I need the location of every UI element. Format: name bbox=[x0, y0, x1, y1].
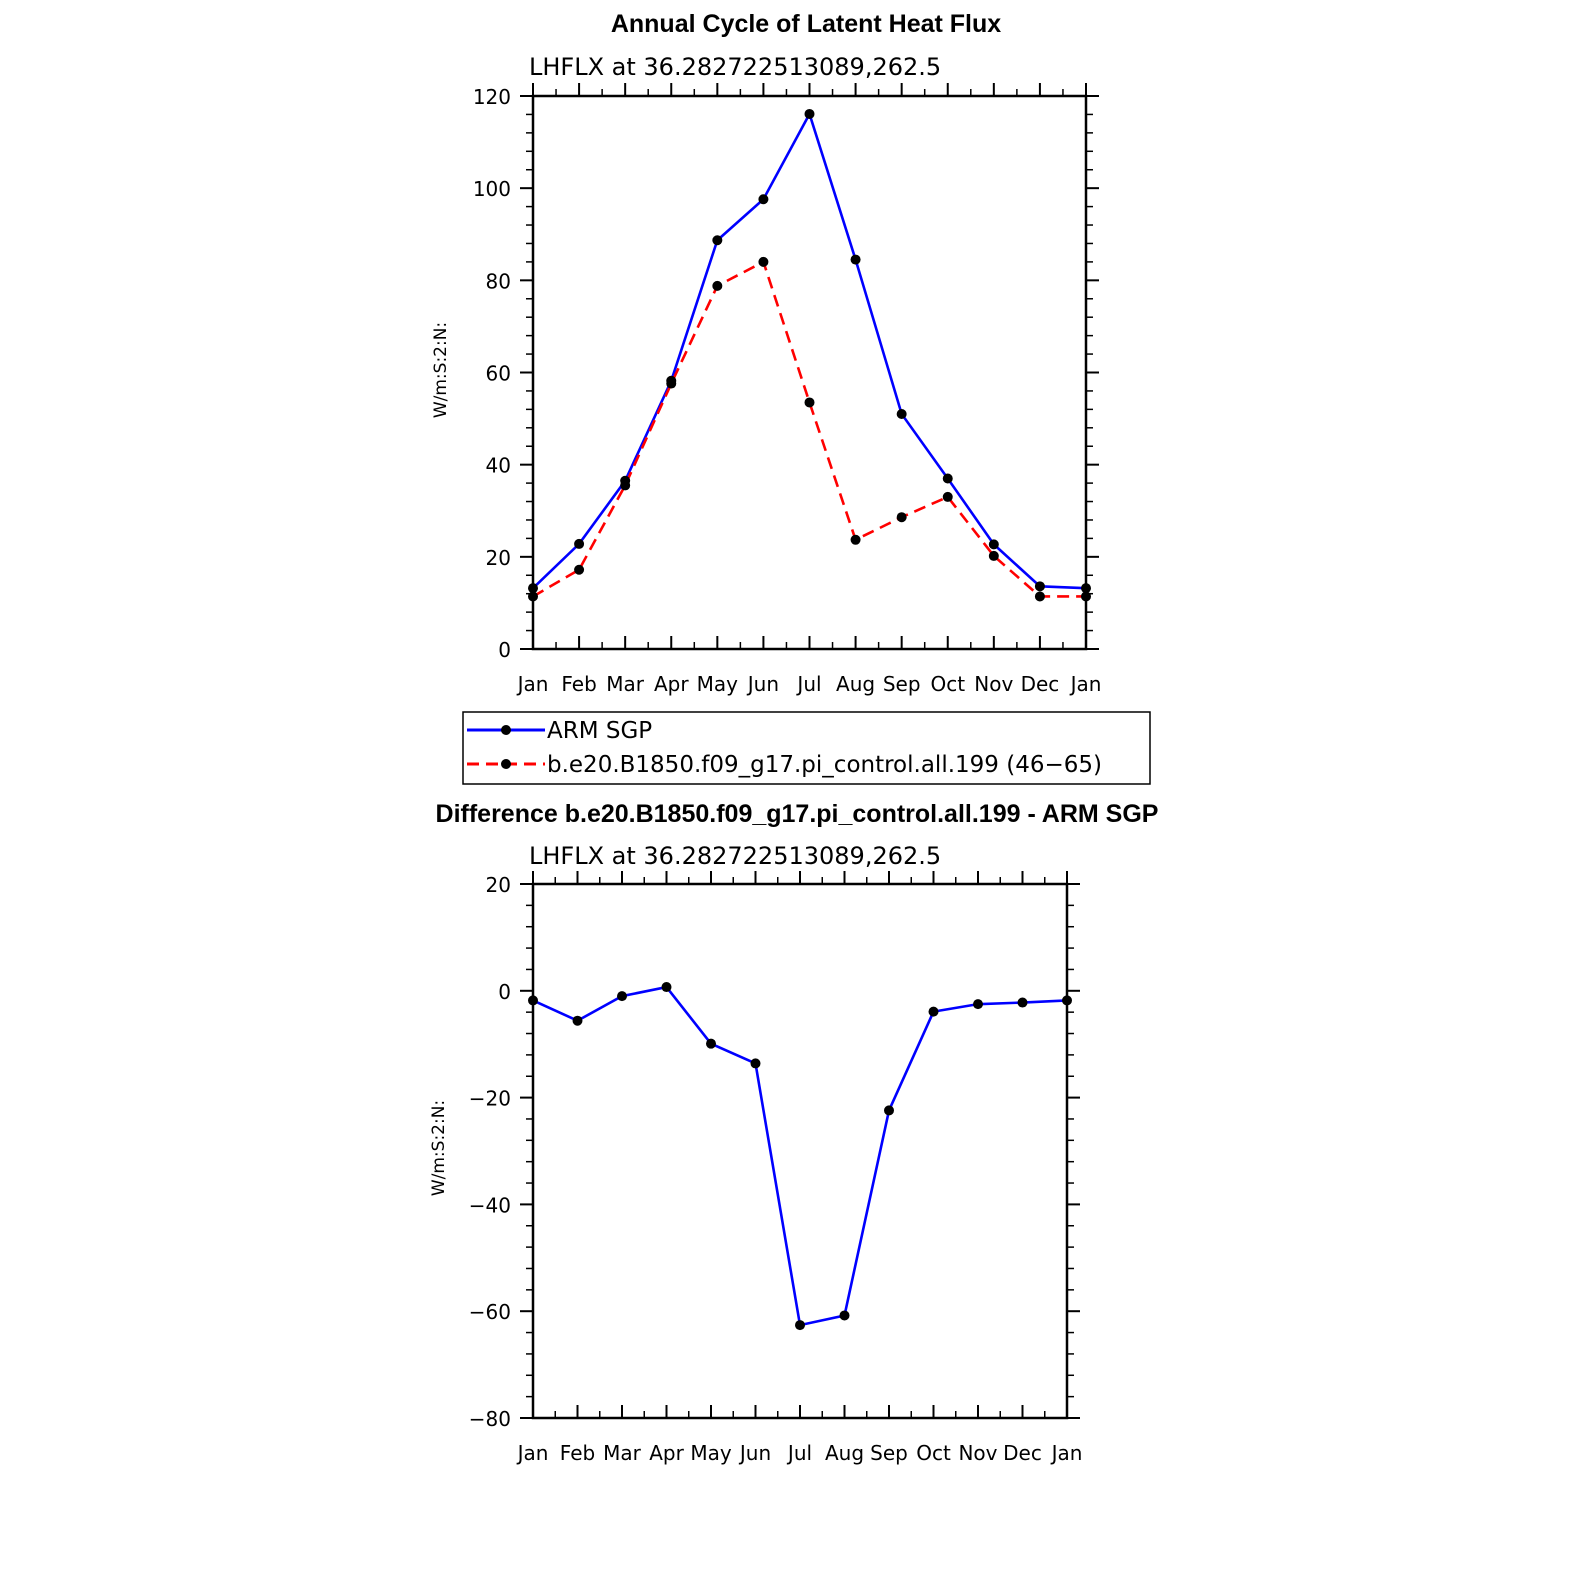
chart-1-series-1-point bbox=[620, 480, 631, 491]
chart-1-series-1-point bbox=[712, 280, 723, 291]
chart-1-xtick-label: Oct bbox=[930, 672, 965, 696]
chart-2-series-0-point bbox=[572, 1015, 583, 1026]
chart-2-plot: Jan Feb Mar Apr May Jun Jul Aug Sep Oct Nov Dec Jan−… bbox=[469, 871, 1083, 1465]
chart-1-plot: Jan Feb Mar Apr May Jun Jul Aug Sep Oct Nov Dec Jan0… bbox=[473, 83, 1102, 696]
chart-2-series-0-line bbox=[532, 985, 1068, 1327]
chart-1-xtick-label: May bbox=[697, 672, 739, 696]
chart-1-ytick-label: 20 bbox=[486, 546, 511, 570]
chart-2-xtick-label: Dec bbox=[1003, 1441, 1042, 1465]
legend-box bbox=[462, 711, 1151, 785]
chart-1-ytick-label: 60 bbox=[486, 362, 511, 386]
chart-1-series-1-point bbox=[1034, 591, 1045, 602]
chart-2-series-0-point bbox=[1062, 995, 1072, 1006]
chart-1-ylabel: W/m:S:2:N: bbox=[431, 322, 451, 418]
chart-2-xtick-label: May bbox=[690, 1441, 732, 1465]
chart-1-series-0-point bbox=[758, 194, 769, 205]
chart-2-series-0-point bbox=[750, 1058, 761, 1069]
chart-1-series-1-point bbox=[758, 256, 769, 267]
chart-2-xtick-label: Jul bbox=[786, 1441, 812, 1465]
chart-1-ytick-label: 80 bbox=[486, 269, 511, 293]
chart-1-series-0-point bbox=[804, 108, 815, 119]
chart-1-ytick-label: 120 bbox=[473, 85, 511, 109]
chart-1-xtick-label: Nov bbox=[974, 672, 1013, 696]
chart-2-xtick-label: Jan bbox=[1050, 1441, 1083, 1465]
chart-1-series-1-point bbox=[896, 512, 907, 523]
chart-2-series-0-point bbox=[839, 1310, 850, 1321]
chart-2-ytick-label: 0 bbox=[498, 980, 511, 1004]
chart-2-series-0-point bbox=[617, 991, 627, 1002]
chart-1-ytick-label: 100 bbox=[473, 177, 511, 201]
chart-1-series-1-point bbox=[528, 591, 538, 602]
chart-1-series-1-point bbox=[1081, 591, 1091, 602]
chart-2-xtick-label: Mar bbox=[603, 1441, 642, 1465]
chart-1-xtick-label: Sep bbox=[883, 672, 921, 696]
chart-1-series-1-point bbox=[942, 491, 953, 502]
chart-2-series-0-point bbox=[928, 1006, 939, 1017]
chart-1-xtick-label: Aug bbox=[836, 672, 875, 696]
chart-2-title: Difference b.e20.B1850.f09_g17.pi_contro… bbox=[436, 800, 1159, 828]
chart-1-series-0-point bbox=[896, 408, 907, 419]
chart-1-xtick-label: Apr bbox=[654, 672, 689, 696]
chart-2-series-0-point bbox=[884, 1105, 894, 1116]
chart-2-ylabel: W/m:S:2:N: bbox=[429, 1100, 449, 1196]
chart-2-series-0-point bbox=[661, 982, 672, 993]
chart-1-series-1-point bbox=[574, 564, 585, 575]
chart-1-series-0-point bbox=[712, 235, 723, 246]
chart-1-series-0-point bbox=[574, 538, 585, 549]
chart-2-xtick-label: Nov bbox=[958, 1441, 997, 1465]
chart-2-ytick-label: −40 bbox=[469, 1193, 511, 1217]
chart-1-series-1-point bbox=[988, 550, 999, 561]
chart-2-series-0-point bbox=[706, 1038, 716, 1049]
chart-1-series-1-point bbox=[804, 397, 815, 408]
chart-1-title: Annual Cycle of Latent Heat Flux bbox=[611, 10, 1001, 38]
chart-1-subtitle: LHFLX at 36.282722513089,262.5 bbox=[529, 53, 941, 81]
chart-2-xtick-label: Apr bbox=[649, 1441, 684, 1465]
chart-2-series-0-point bbox=[795, 1320, 805, 1331]
chart-2-ytick-label: 20 bbox=[486, 873, 511, 897]
chart-2-xtick-label: Jan bbox=[516, 1441, 549, 1465]
chart-1-xtick-label: Jan bbox=[1069, 672, 1102, 696]
chart-1-series-0-point bbox=[1081, 583, 1091, 594]
chart-1-ytick-label: 0 bbox=[498, 638, 511, 662]
chart-1-series-0-line bbox=[532, 110, 1087, 590]
chart-2-ytick-label: −80 bbox=[469, 1407, 511, 1431]
chart-2-ytick-label: −60 bbox=[469, 1300, 511, 1324]
chart-1-series-1-point bbox=[666, 378, 677, 389]
legend-label-model: b.e20.B1850.f09_g17.pi_control.all.199 (… bbox=[547, 752, 1102, 778]
chart-2-xtick-label: Jun bbox=[738, 1441, 771, 1465]
chart-2-series-0-point bbox=[973, 999, 983, 1010]
chart-2-subtitle: LHFLX at 36.282722513089,262.5 bbox=[529, 842, 941, 870]
legend-marker-arm-sgp bbox=[501, 725, 511, 735]
chart-1-ytick-label: 40 bbox=[486, 454, 511, 478]
chart-2-ytick-label: −20 bbox=[469, 1087, 511, 1111]
chart-1-xtick-label: Dec bbox=[1021, 672, 1060, 696]
legend-label-arm-sgp: ARM SGP bbox=[547, 718, 652, 744]
chart-1-series-1-line bbox=[532, 260, 1086, 598]
chart-1-xtick-label: Jan bbox=[516, 672, 549, 696]
chart-1-series-1-point bbox=[850, 534, 861, 545]
chart-2-xtick-label: Oct bbox=[916, 1441, 951, 1465]
legend: ARM SGP b.e20.B1850.f09_g17.pi_control.a… bbox=[462, 711, 1151, 785]
chart-1-series-0-point bbox=[850, 254, 861, 265]
chart-1-series-0-point bbox=[988, 539, 999, 550]
chart-1-frame bbox=[531, 94, 1088, 651]
chart-2-series-0-point bbox=[528, 995, 538, 1006]
chart-2-xtick-label: Feb bbox=[560, 1441, 595, 1465]
chart-1-xtick-label: Mar bbox=[606, 672, 645, 696]
chart-2-frame bbox=[531, 882, 1069, 1420]
chart-2-xtick-label: Aug bbox=[825, 1441, 864, 1465]
chart-2-xtick-label: Sep bbox=[870, 1441, 908, 1465]
chart-1-series-0-point bbox=[1034, 581, 1045, 592]
chart-1-xtick-label: Jul bbox=[795, 672, 821, 696]
chart-1-series-0-point bbox=[942, 473, 953, 484]
legend-marker-model bbox=[501, 759, 511, 769]
chart-1-xtick-label: Feb bbox=[561, 672, 596, 696]
chart-2-series-0-point bbox=[1017, 997, 1028, 1008]
chart-1-series-0-point bbox=[528, 583, 538, 594]
chart-1-xtick-label: Jun bbox=[746, 672, 779, 696]
